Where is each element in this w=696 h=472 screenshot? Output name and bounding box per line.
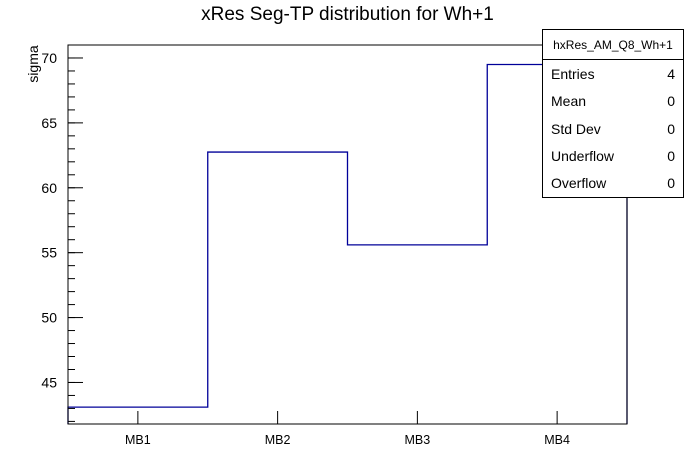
y-tick-label: 55	[41, 245, 57, 261]
x-tick-label: MB4	[544, 433, 570, 447]
y-tick-label: 65	[41, 115, 57, 131]
stat-value: 0	[667, 93, 675, 110]
x-tick-label: MB3	[405, 433, 431, 447]
stats-row-mean: Mean 0	[543, 87, 683, 114]
stat-label: Overflow	[551, 175, 607, 192]
stats-rows: Entries 4 Mean 0 Std Dev 0 Underflow 0 O…	[543, 60, 683, 197]
stat-label: Entries	[551, 65, 595, 82]
plot-frame	[67, 44, 628, 425]
stat-value: 0	[667, 147, 675, 164]
stat-label: Underflow	[551, 147, 615, 164]
stats-box: hxRes_AM_Q8_Wh+1 Entries 4 Mean 0 Std De…	[542, 29, 684, 198]
stats-row-stddev: Std Dev 0	[543, 115, 683, 142]
stats-row-underflow: Underflow 0	[543, 142, 683, 169]
stat-value: 0	[667, 120, 675, 137]
stat-value: 0	[667, 175, 675, 192]
stat-label: Mean	[551, 93, 587, 110]
y-tick-label: 60	[41, 180, 57, 196]
y-tick-label: 50	[41, 310, 57, 326]
stats-box-title: hxRes_AM_Q8_Wh+1	[543, 30, 683, 60]
x-tick-label: MB1	[125, 433, 151, 447]
plot-title: xRes Seg-TP distribution for Wh+1	[201, 4, 494, 25]
y-tick-label: 45	[41, 374, 57, 390]
y-tick-label: 70	[41, 50, 57, 66]
stat-label: Std Dev	[551, 120, 601, 137]
x-tick-label: MB2	[265, 433, 291, 447]
stats-row-overflow: Overflow 0	[543, 170, 683, 197]
stat-value: 4	[667, 65, 675, 82]
stats-row-entries: Entries 4	[543, 60, 683, 87]
